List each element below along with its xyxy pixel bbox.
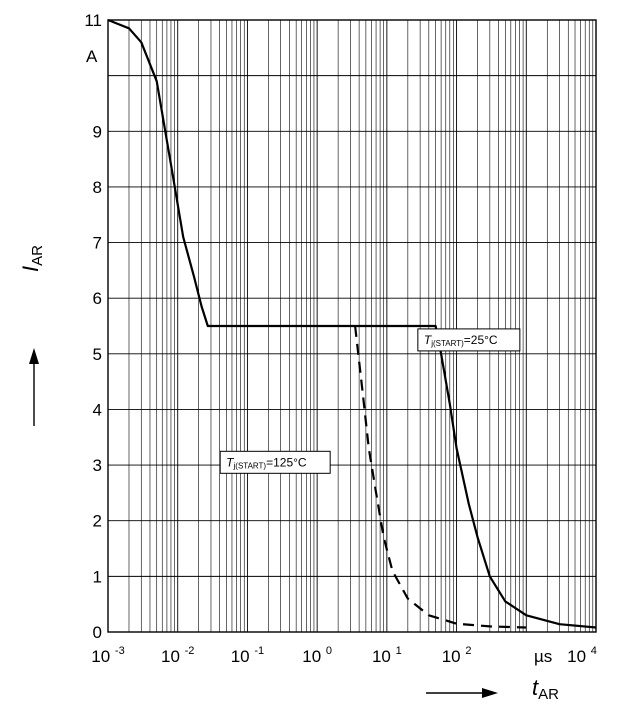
y-tick-label: 3 — [93, 456, 102, 475]
x-tick-exponent: 2 — [465, 645, 471, 657]
y-tick-labels: 0 1 2 3 4 5 6 7 8 9 11 — [84, 11, 102, 642]
series-line-dashed — [354, 325, 527, 629]
x-tick-label: 10 -3 — [91, 645, 124, 666]
x-tick-labels: 10 -3 10 -2 10 -1 10 0 10 1 10 2 10 4 — [91, 645, 597, 666]
y-axis-arrow-head — [29, 348, 39, 364]
y-tick-label: 0 — [93, 623, 102, 642]
x-tick-label: 10 1 — [372, 645, 402, 666]
x-tick-label: 10 0 — [302, 645, 332, 666]
annotation-rest: =25°C — [464, 333, 498, 347]
y-unit-label: A — [86, 47, 98, 66]
x-tick-exponent: 1 — [396, 645, 402, 657]
x-tick-label: 10 4 — [567, 645, 597, 666]
y-axis-label-main: I — [18, 266, 43, 272]
annotation-text: Tj(START)=125°C — [226, 455, 307, 470]
annotation-box: Tj(START)=125°C — [219, 450, 331, 474]
y-tick-label: 7 — [93, 234, 102, 253]
x-tick-label: 10 -2 — [161, 645, 194, 666]
x-tick-exponent: -2 — [185, 645, 195, 657]
y-axis-label-sub: AR — [29, 245, 46, 266]
annotation-frame — [219, 450, 331, 474]
x-tick-base: 10 — [442, 647, 466, 666]
x-tick-label: 10 -1 — [231, 645, 264, 666]
x-axis-label-main: t — [532, 675, 539, 700]
x-axis-label-text: tAR — [532, 675, 559, 703]
x-axis-label: tAR — [426, 675, 559, 703]
x-tick-label: 10 2 — [442, 645, 472, 666]
y-tick-label: 8 — [93, 178, 102, 197]
x-tick-base: 10 — [231, 647, 255, 666]
y-tick-label: 4 — [93, 400, 102, 419]
annotation-sub: j(START) — [430, 339, 464, 348]
x-tick-base: 10 — [372, 647, 396, 666]
y-tick-label: 1 — [93, 567, 102, 586]
x-tick-base: 10 — [161, 647, 185, 666]
x-tick-exponent: -3 — [115, 645, 125, 657]
x-axis-label-sub: AR — [538, 686, 559, 703]
annotation-box: Tj(START)=25°C — [417, 328, 521, 352]
y-tick-label: 11 — [84, 11, 102, 30]
y-tick-label: 2 — [93, 512, 102, 531]
y-axis-label: IAR — [18, 245, 46, 426]
x-tick-exponent: 4 — [591, 645, 597, 657]
annotation-main: T — [424, 333, 433, 347]
y-tick-label: 6 — [93, 289, 102, 308]
x-unit-label: µs — [534, 647, 552, 666]
y-tick-label: 5 — [93, 345, 102, 364]
annotation-frame — [417, 328, 521, 352]
x-tick-base: 10 — [567, 647, 591, 666]
y-axis-label-text: IAR — [18, 245, 46, 272]
plot-frame — [107, 19, 597, 633]
annotations: Tj(START)=25°CTj(START)=125°C — [219, 328, 521, 474]
annotation-main: T — [226, 455, 235, 469]
x-tick-base: 10 — [302, 647, 326, 666]
x-tick-base: 10 — [91, 647, 115, 666]
annotation-text: Tj(START)=25°C — [424, 333, 498, 348]
annotation-sub: j(START) — [233, 461, 267, 470]
y-tick-label: 9 — [93, 122, 102, 141]
x-tick-exponent: -1 — [254, 645, 264, 657]
annotation-rest: =125°C — [266, 455, 307, 469]
x-tick-exponent: 0 — [326, 645, 332, 657]
x-axis-arrow-head — [482, 688, 498, 698]
